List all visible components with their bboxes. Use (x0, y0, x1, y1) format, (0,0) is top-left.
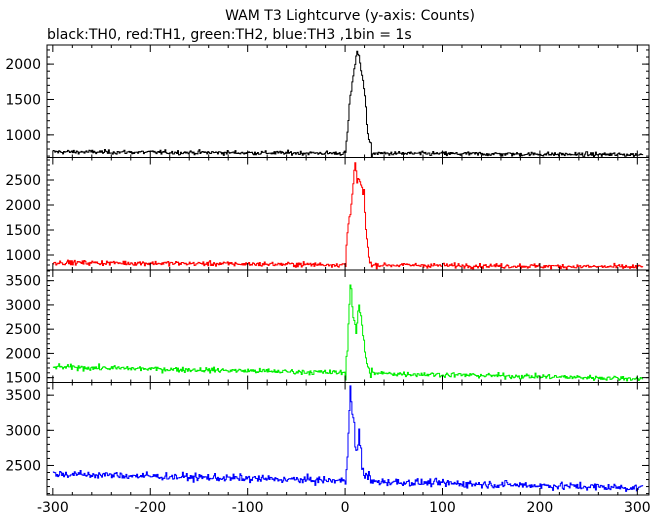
y-tick-label: 2000 (5, 346, 41, 362)
panel-frame-th1 (46, 157, 650, 271)
y-tick-label: 3000 (5, 298, 41, 314)
panel-frame-th0 (46, 44, 650, 158)
y-tick-label: 1000 (5, 128, 41, 144)
y-tick-label: 2500 (5, 458, 41, 474)
y-tick-label: 1500 (5, 92, 41, 108)
series-line-th2 (52, 284, 644, 382)
x-tick-label: 0 (341, 500, 350, 515)
series-line-th1 (52, 162, 644, 270)
y-tick-label: 2500 (5, 173, 41, 189)
x-tick-label: -100 (232, 500, 264, 515)
y-tick-label: 2000 (5, 57, 41, 73)
chart-title: WAM T3 Lightcurve (y-axis: Counts) (225, 8, 475, 24)
y-tick-label: 3500 (5, 274, 41, 290)
chart-subtitle: black:TH0, red:TH1, green:TH2, blue:TH3 … (47, 27, 412, 43)
x-tick-label: 100 (429, 500, 456, 515)
x-tick-label: 300 (624, 500, 651, 515)
x-tick-label: -300 (37, 500, 69, 515)
y-tick-label: 1500 (5, 223, 41, 239)
series-line-th0 (52, 50, 644, 157)
y-tick-label: 1500 (5, 371, 41, 387)
series-line-th3 (52, 385, 644, 492)
y-tick-label: 2000 (5, 198, 41, 214)
y-tick-label: 1000 (5, 248, 41, 264)
x-tick-label: 200 (527, 500, 554, 515)
y-tick-label: 3000 (5, 423, 41, 439)
x-tick-label: -200 (134, 500, 166, 515)
y-tick-label: 2500 (5, 322, 41, 338)
panel-frame-th3 (46, 382, 650, 496)
y-tick-label: 3500 (5, 388, 41, 404)
